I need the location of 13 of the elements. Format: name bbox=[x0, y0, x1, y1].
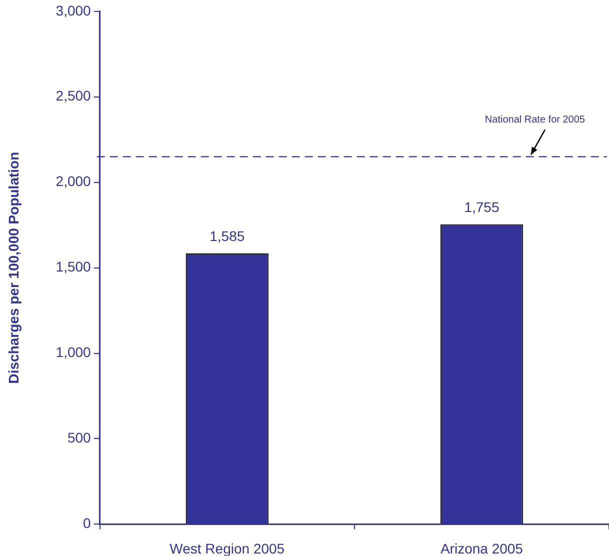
y-tick-label: 3,000 bbox=[56, 2, 92, 18]
y-tick-label: 500 bbox=[67, 430, 92, 446]
ref-line-label: National Rate for 2005 bbox=[484, 114, 586, 126]
data-label: 1,755 bbox=[464, 199, 500, 216]
y-axis-title: Discharges per 100,000 Population bbox=[5, 152, 22, 384]
x-tick-label: Arizona 2005 bbox=[440, 540, 524, 556]
x-tick-label: West Region 2005 bbox=[170, 540, 285, 556]
y-tick-label: 0 bbox=[83, 515, 92, 532]
y-tick-label: 1,000 bbox=[56, 344, 92, 360]
y-tick-label: 2,000 bbox=[56, 173, 92, 190]
data-label: 1,585 bbox=[210, 228, 245, 244]
y-tick-label: 1,500 bbox=[56, 258, 92, 275]
y-tick-label: 2,500 bbox=[56, 88, 92, 104]
